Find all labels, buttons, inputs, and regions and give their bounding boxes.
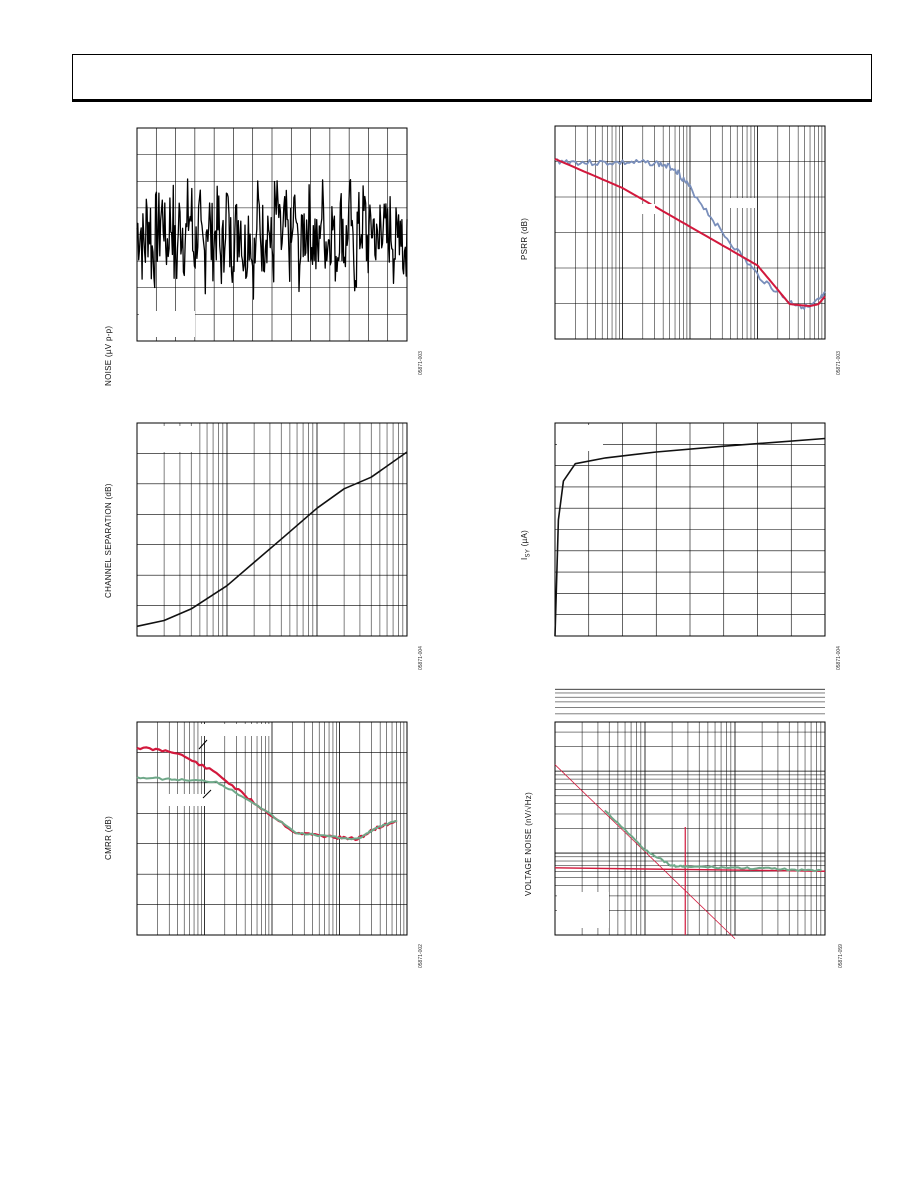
channel-separation-figure-id: 05871-004 xyxy=(418,646,424,670)
isy-y-axis-label: ISY (µA) xyxy=(520,529,532,560)
voltage-noise-figure-id: 05871-059 xyxy=(838,944,844,968)
noise-y-axis-label: NOISE (µV p-p) xyxy=(104,325,113,386)
corner-asymptote-line xyxy=(554,764,736,940)
annotation-arrow xyxy=(198,739,208,750)
psrr-chart-svg xyxy=(554,125,826,340)
legend-box xyxy=(139,426,197,452)
annotation-box xyxy=(625,204,655,214)
legend-box xyxy=(139,311,195,337)
legend-box xyxy=(557,425,603,451)
psrr-chart: PSRR (dB) 05871-003 xyxy=(478,110,858,390)
psrr-figure-id: 05871-003 xyxy=(836,351,842,375)
cmrr-y-axis-label: CMRR (dB) xyxy=(104,815,113,860)
psrr-y-axis-label: PSRR (dB) xyxy=(520,217,529,260)
channel-separation-series xyxy=(136,451,408,628)
psrr-series-red xyxy=(554,157,826,308)
cmrr-series-red xyxy=(136,746,398,842)
voltage-noise-y-axis-label: VOLTAGE NOISE (nV/√Hz) xyxy=(524,791,533,896)
noise-chart-svg xyxy=(136,127,408,342)
channel-separation-y-axis-label: CHANNEL SEPARATION (dB) xyxy=(104,483,113,598)
isy-chart-svg xyxy=(554,422,826,637)
annotation-arrow xyxy=(202,789,212,799)
voltage-noise-series xyxy=(604,809,822,873)
noise-chart: NOISE (µV p-p) 05871-003 xyxy=(60,110,440,390)
voltage-noise-chart-svg xyxy=(554,688,826,940)
annotation-box xyxy=(199,724,271,736)
channel-separation-chart: CHANNEL SEPARATION (dB) 05871-004 xyxy=(60,408,440,688)
voltage-noise-chart: VOLTAGE NOISE (nV/√Hz) 05871-059 xyxy=(478,688,858,990)
annotation-box xyxy=(159,794,209,806)
cmrr-chart: CMRR (dB) 05871-002 xyxy=(60,710,440,990)
noise-series xyxy=(136,178,408,300)
isy-figure-id: 05871-004 xyxy=(836,646,842,670)
annotation-box xyxy=(725,198,757,208)
flatband-line xyxy=(554,867,826,872)
cmrr-figure-id: 05871-002 xyxy=(418,944,424,968)
cmrr-chart-svg xyxy=(136,721,408,936)
channel-separation-chart-svg xyxy=(136,422,408,637)
isy-chart: ISY (µA) 05871-004 xyxy=(478,408,858,688)
cmrr-series-green xyxy=(136,776,398,841)
plot-frame xyxy=(136,422,408,637)
noise-figure-id: 05871-003 xyxy=(418,351,424,375)
page-header-box xyxy=(72,54,872,102)
isy-series xyxy=(554,437,826,637)
legend-box xyxy=(557,892,609,928)
